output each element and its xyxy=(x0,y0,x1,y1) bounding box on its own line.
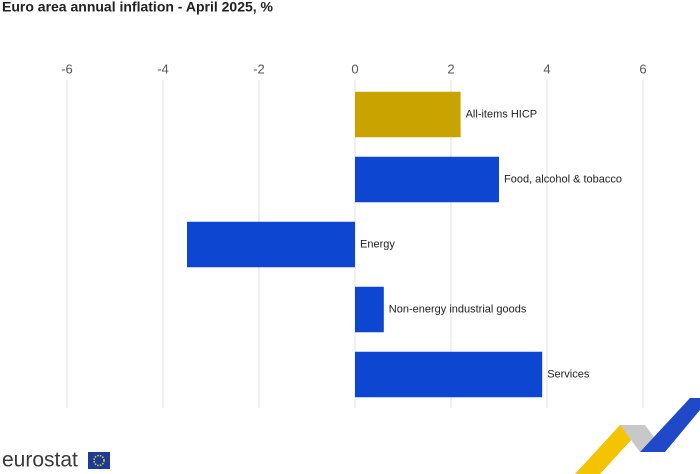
eu-stars xyxy=(93,454,105,467)
bar xyxy=(355,351,543,398)
category-label: Food, alcohol & tobacco xyxy=(504,173,622,185)
x-tick-label: 0 xyxy=(351,61,358,76)
category-label: All-items HICP xyxy=(466,108,538,120)
deco-yellow xyxy=(575,425,645,474)
decoration xyxy=(575,398,700,474)
x-tick-label: -2 xyxy=(253,61,265,76)
x-tick-label: 2 xyxy=(447,61,454,76)
bar xyxy=(187,221,355,268)
logo-text: eurostat xyxy=(2,449,78,472)
bar xyxy=(355,286,384,333)
bar xyxy=(355,91,461,138)
footer-logo: eurostat xyxy=(2,449,110,472)
x-tick-label: -4 xyxy=(157,61,169,76)
chart-title: Euro area annual inflation - April 2025,… xyxy=(2,0,274,15)
x-tick-label: -6 xyxy=(61,61,73,76)
deco-blue xyxy=(640,398,700,452)
x-tick-label: 4 xyxy=(543,61,550,76)
category-label: Non-energy industrial goods xyxy=(389,303,527,315)
bar xyxy=(355,156,499,203)
category-label: Energy xyxy=(360,238,395,250)
category-label: Services xyxy=(547,368,590,380)
x-tick-label: 6 xyxy=(639,61,646,76)
eu-flag xyxy=(88,452,110,469)
